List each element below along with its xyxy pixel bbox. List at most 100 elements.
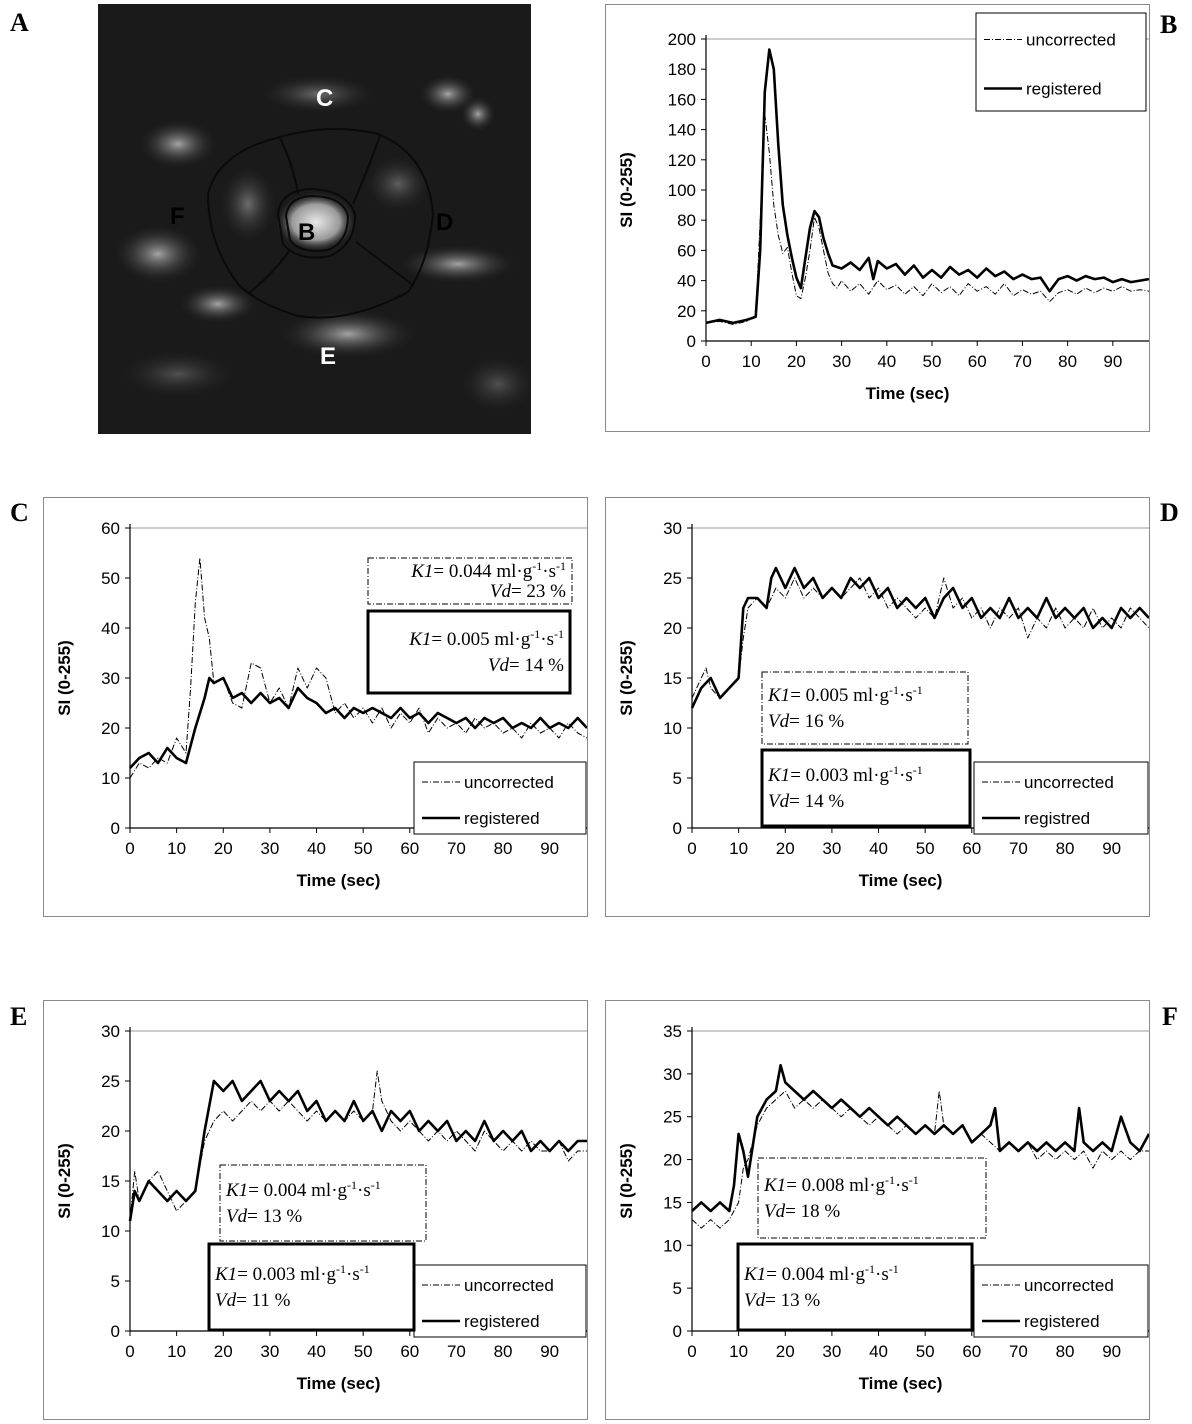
chart-b-xtick-label: 60	[968, 352, 987, 371]
chart-b-ylabel: SI (0-255)	[617, 152, 636, 228]
chart-d-xtick-label: 0	[687, 839, 696, 858]
chart-d-vd-text: Vd= 16 %	[768, 711, 844, 732]
chart-c-ytick-label: 30	[101, 669, 120, 688]
chart-f-k1-text: K1= 0.004 ml·g-1·s-1	[743, 1262, 899, 1285]
chart-c-k1-text: K1= 0.005 ml·g-1·s-1	[408, 627, 564, 650]
chart-d-xtick-label: 30	[822, 839, 841, 858]
chart-d-series-registered	[690, 566, 1150, 709]
chart-f-legend-label-uncorrected: uncorrected	[1024, 1276, 1114, 1295]
chart-b-xtick-label: 0	[701, 352, 710, 371]
chart-c-xtick-label: 70	[447, 839, 466, 858]
chart-c-xtick-label: 0	[125, 839, 134, 858]
chart-e-ytick-label: 0	[111, 1322, 120, 1341]
chart-d-vd-text: Vd= 14 %	[768, 791, 844, 812]
region-label-f: F	[170, 203, 185, 230]
chart-e-xlabel: Time (sec)	[297, 1374, 381, 1393]
chart-c-xtick-label: 40	[307, 839, 326, 858]
chart-f-ytick-label: 35	[663, 1022, 682, 1041]
chart-f-xtick-label: 70	[1009, 1342, 1028, 1361]
chart-b-series-registered	[705, 48, 1150, 325]
chart-f-param-box-f_uncorr	[757, 1157, 987, 1239]
chart-e-xtick-label: 30	[260, 1342, 279, 1361]
chart-d-xtick-label: 20	[776, 839, 795, 858]
panel-letter-f: F	[1162, 1002, 1178, 1031]
mri-texture	[113, 74, 531, 414]
chart-e-k1-text: K1= 0.003 ml·g-1·s-1	[214, 1262, 370, 1285]
chart-e-xtick-label: 90	[540, 1342, 559, 1361]
chart-e-ytick-label: 10	[101, 1222, 120, 1241]
chart-f-vd-text: Vd= 18 %	[764, 1201, 840, 1222]
chart-e-series-registered	[128, 1079, 587, 1222]
chart-f-xtick-label: 40	[869, 1342, 888, 1361]
chart-d-xtick-label: 90	[1102, 839, 1121, 858]
chart-c-series-uncorrected	[129, 557, 588, 779]
chart-f-ytick-label: 30	[663, 1065, 682, 1084]
chart-f-xtick-label: 0	[687, 1342, 696, 1361]
chart-c-ytick-label: 50	[101, 569, 120, 588]
chart-f-series-registered	[691, 1064, 1151, 1213]
chart-e-legend	[413, 1264, 587, 1338]
chart-b-xtick-label: 90	[1103, 352, 1122, 371]
chart-d-xlabel: Time (sec)	[859, 871, 943, 890]
chart-b-xtick-label: 30	[832, 352, 851, 371]
chart-c-xtick-label: 50	[354, 839, 373, 858]
chart-d-xtick-label: 80	[1056, 839, 1075, 858]
chart-e-ylabel: SI (0-255)	[55, 1143, 74, 1219]
chart-f-xtick-label: 10	[729, 1342, 748, 1361]
chart-b-ytick-label: 60	[677, 241, 696, 260]
chart-e-ytick-label: 5	[111, 1272, 120, 1291]
chart-e-xtick-label: 40	[307, 1342, 326, 1361]
chart-d-ytick-label: 0	[673, 819, 682, 838]
chart-e-xtick-label: 60	[400, 1342, 419, 1361]
chart-c-legend-label-registered: registered	[464, 809, 540, 828]
chart-d-k1-text: K1= 0.005 ml·g-1·s-1	[767, 683, 923, 706]
chart-e: 0 5 10 15 20 25 30 0 10 20 30 40 50 60 70 80 90 Time (sec…	[55, 1022, 587, 1393]
chart-b-xtick-label: 70	[1013, 352, 1032, 371]
chart-c-ytick-label: 60	[101, 519, 120, 538]
chart-d-legend-label-uncorrected: uncorrected	[1024, 773, 1114, 792]
chart-c-ytick-label: 0	[111, 819, 120, 838]
chart-c-ytick-label: 10	[101, 769, 120, 788]
chart-d-k1-text: K1= 0.003 ml·g-1·s-1	[767, 763, 923, 786]
chart-d-ylabel: SI (0-255)	[617, 640, 636, 716]
chart-f-xtick-label: 20	[776, 1342, 795, 1361]
chart-c-k1-text: K1= 0.044 ml·g-1·s-1	[410, 559, 566, 582]
chart-d-box: 0 5 10 15 20 25 30 0 10 20 30 40 50 60 70 80 90 Time (sec…	[605, 497, 1150, 917]
chart-e-ytick-label: 30	[101, 1022, 120, 1041]
panel-letter-a: A	[10, 8, 29, 37]
chart-d-param-box-d_reg	[760, 748, 972, 828]
chart-d-xtick-label: 50	[916, 839, 935, 858]
chart-c: 0 10 20 30 40 50 60 0 10 20 30 40 50 60 70 80 90 Time (se…	[55, 519, 588, 890]
chart-f-xtick-label: 60	[962, 1342, 981, 1361]
chart-e-legend-label-uncorrected: uncorrected	[464, 1276, 554, 1295]
chart-b-ytick-label: 140	[668, 121, 696, 140]
chart-e-ytick-label: 20	[101, 1122, 120, 1141]
chart-b-box: 0 20 40 60 80 100 120 140 160 180 200 0 10 20 30 40 50 60…	[605, 4, 1150, 432]
chart-e-xtick-label: 20	[214, 1342, 233, 1361]
chart-f-ytick-label: 10	[663, 1236, 682, 1255]
chart-d-param-box-d_uncorr	[761, 671, 969, 745]
chart-b-ytick-label: 100	[668, 181, 696, 200]
chart-f-xtick-label: 80	[1056, 1342, 1075, 1361]
chart-b-legend-label-registered: registered	[1026, 80, 1102, 99]
chart-d-legend-label-registered: registred	[1024, 809, 1090, 828]
chart-b-legend-label-uncorrected: uncorrected	[1026, 31, 1116, 50]
chart-e-ytick-label: 15	[101, 1172, 120, 1191]
chart-c-param-box-c_uncorr	[367, 557, 573, 605]
chart-e-box: 0 5 10 15 20 25 30 0 10 20 30 40 50 60 70 80 90 Time (sec…	[43, 1000, 588, 1420]
chart-c-legend	[413, 761, 587, 835]
chart-c-vd-text: Vd= 14 %	[488, 655, 564, 676]
chart-b-series-uncorrected	[705, 114, 1150, 325]
chart-b: 0 20 40 60 80 100 120 140 160 180 200 0 10 20 30 40 50 60…	[617, 12, 1150, 403]
chart-f-vd-text: Vd= 13 %	[744, 1290, 820, 1311]
segmentation-contours	[206, 128, 435, 319]
panel-letter-b: B	[1160, 10, 1178, 39]
panel-letter-e: E	[10, 1002, 28, 1031]
chart-c-box: 0 10 20 30 40 50 60 0 10 20 30 40 50 60 70 80 90 Time (se…	[43, 497, 588, 917]
chart-e-xtick-label: 80	[494, 1342, 513, 1361]
chart-d-series-uncorrected	[691, 577, 1150, 699]
chart-b-xtick-label: 50	[923, 352, 942, 371]
chart-b-xtick-label: 40	[877, 352, 896, 371]
chart-f-xtick-label: 50	[916, 1342, 935, 1361]
chart-b-legend	[975, 12, 1147, 112]
